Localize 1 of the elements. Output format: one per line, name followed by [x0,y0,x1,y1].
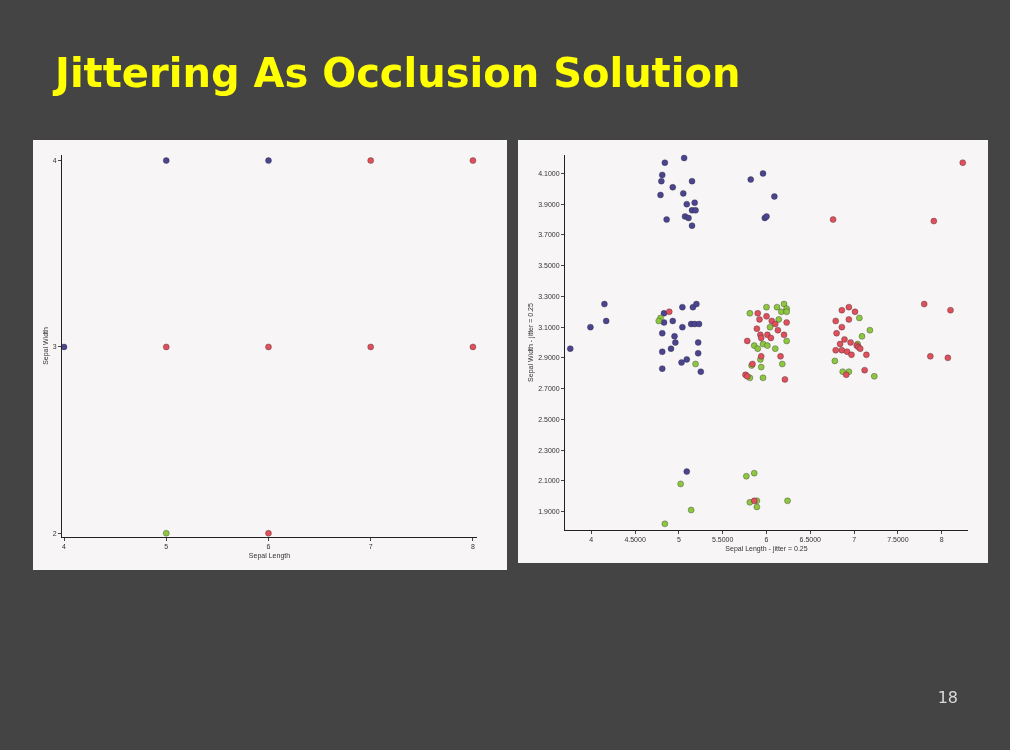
text: 18 [937,688,958,707]
